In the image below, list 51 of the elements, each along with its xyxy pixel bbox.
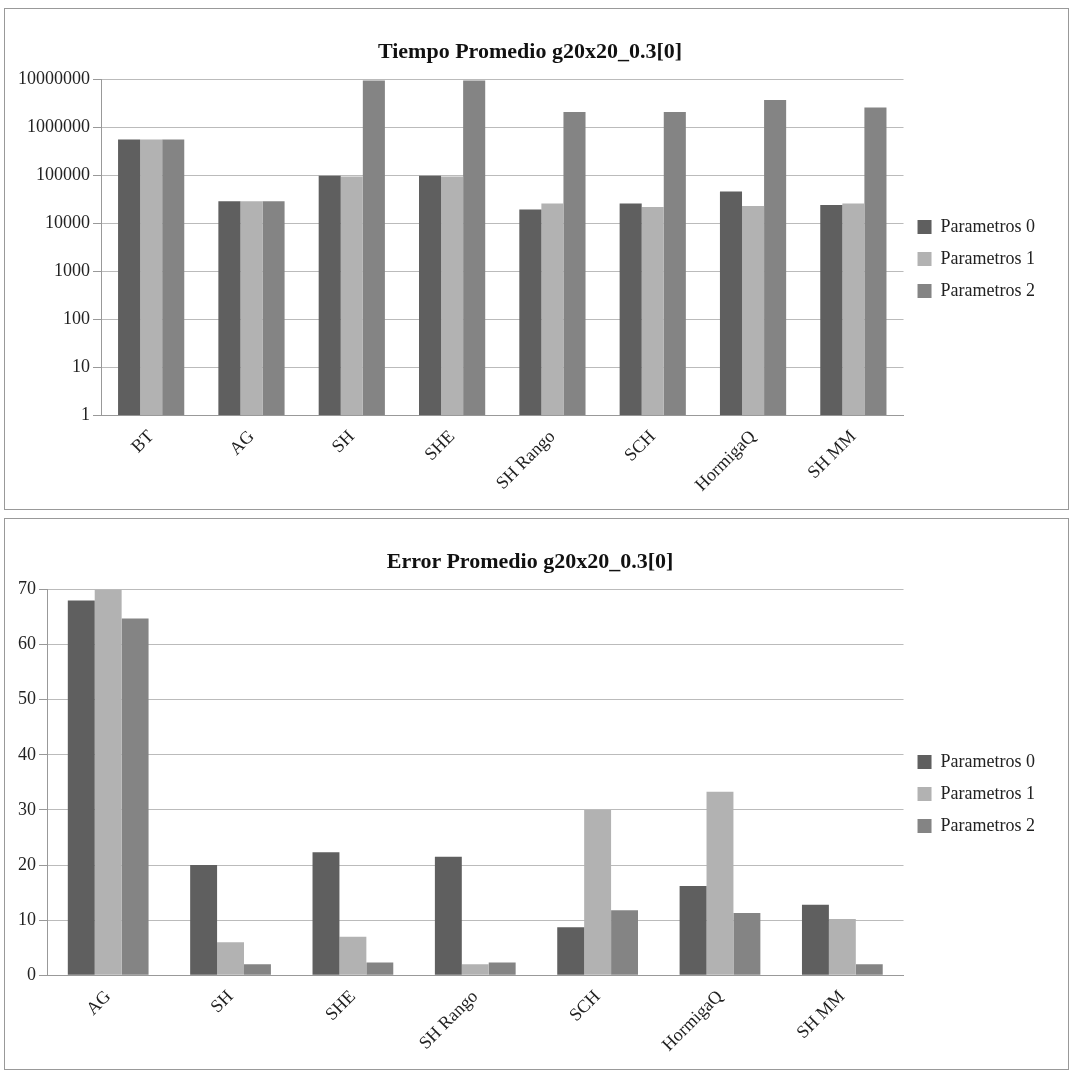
x-tick-label: SHE [420,425,459,465]
x-tick-label: AG [81,985,115,1019]
bar [434,856,462,975]
y-tick-label: 50 [18,688,36,709]
x-tick-label: AG [225,425,258,459]
legend-label: Parametros 1 [940,247,1036,268]
bar [190,865,218,975]
bar [312,852,340,975]
x-tick-label: SH MM [792,985,849,1043]
bar [67,600,95,975]
y-tick-label: 10 [72,356,90,377]
y-tick-label: 70 [18,578,36,599]
bar [244,964,271,975]
y-tick-label: 60 [18,633,36,654]
y-tick-label: 0 [27,964,36,985]
bar [611,910,638,975]
bar [801,904,829,975]
x-tick-label: SH [206,985,237,1017]
x-tick-label: SH [327,425,358,457]
legend-label: Parametros 2 [940,279,1036,300]
y-tick-label: 40 [18,743,36,764]
y-tick-label: 10 [18,908,36,929]
x-tick-label: SH MM [803,425,860,483]
legend-label: Parametros 0 [940,215,1036,236]
y-tick-label: 1000000 [27,116,90,137]
bar [733,913,761,975]
y-tick-label: 1 [81,404,90,425]
bar [94,589,122,975]
legend-label: Parametros 0 [940,750,1036,771]
bar [217,942,244,975]
y-tick-label: 10000000 [18,68,90,89]
y-tick-label: 100000 [36,164,90,185]
bar [855,964,883,975]
y-tick-label: 10000 [45,212,90,233]
bar [679,885,707,975]
y-tick-label: 1000 [54,260,90,281]
y-tick-label: 20 [18,853,36,874]
x-tick-label: BT [126,425,158,457]
bar [339,936,367,975]
legend-label: Parametros 1 [940,782,1036,803]
bar [366,962,394,975]
bar [121,618,149,975]
legend-label: Parametros 2 [940,814,1036,835]
bar [488,962,516,975]
chart-title: Error Promedio g20x20_0.3[0] [386,547,674,573]
x-tick-label: SHE [320,985,360,1025]
y-tick-label: 100 [63,308,90,329]
y-tick-label: 30 [18,798,36,819]
chart-title: Tiempo Promedio g20x20_0.3[0] [377,37,683,63]
bar [461,964,489,975]
bar [557,927,585,975]
